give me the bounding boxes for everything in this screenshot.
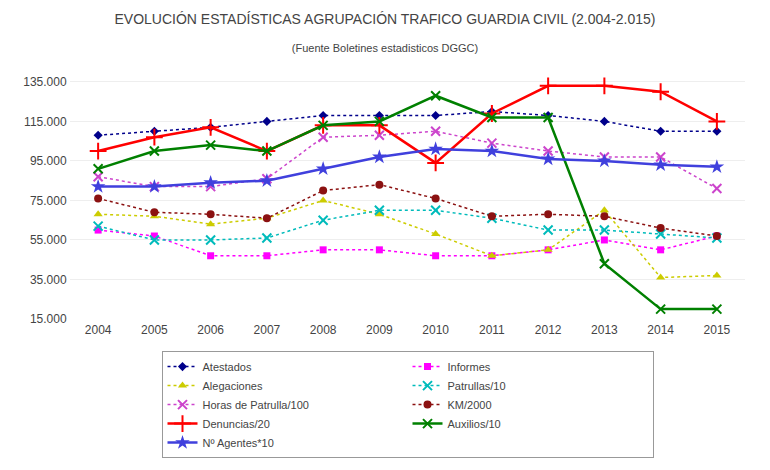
svg-text:Auxilios/10: Auxilios/10 xyxy=(448,418,501,430)
svg-text:75.000: 75.000 xyxy=(30,194,67,208)
svg-text:Patrullas/10: Patrullas/10 xyxy=(448,380,506,392)
svg-text:Atestados: Atestados xyxy=(203,361,252,373)
svg-text:2009: 2009 xyxy=(366,323,393,337)
svg-text:95.000: 95.000 xyxy=(30,154,67,168)
svg-text:2013: 2013 xyxy=(591,323,618,337)
svg-text:2008: 2008 xyxy=(310,323,337,337)
svg-text:2011: 2011 xyxy=(479,323,505,337)
svg-text:55.000: 55.000 xyxy=(30,233,67,247)
svg-text:(Fuente Boletines estadisticos: (Fuente Boletines estadisticos DGGC) xyxy=(292,42,478,54)
svg-text:2007: 2007 xyxy=(254,323,281,337)
svg-text:Nº Agentes*10: Nº Agentes*10 xyxy=(203,437,274,449)
svg-text:Alegaciones: Alegaciones xyxy=(203,380,263,392)
svg-text:2006: 2006 xyxy=(197,323,224,337)
svg-text:EVOLUCIÓN ESTADÍSTICAS AGRUPAC: EVOLUCIÓN ESTADÍSTICAS AGRUPACIÓN TRAFIC… xyxy=(115,11,656,27)
svg-text:115.000: 115.000 xyxy=(24,115,67,129)
svg-text:15.000: 15.000 xyxy=(30,312,67,326)
svg-text:2012: 2012 xyxy=(535,323,562,337)
svg-text:Denuncias/20: Denuncias/20 xyxy=(203,418,270,430)
svg-text:2004: 2004 xyxy=(85,323,112,337)
svg-text:2010: 2010 xyxy=(422,323,449,337)
svg-text:2015: 2015 xyxy=(704,323,731,337)
svg-text:Horas de Patrulla/100: Horas de Patrulla/100 xyxy=(203,399,309,411)
svg-text:2005: 2005 xyxy=(141,323,168,337)
svg-text:135.000: 135.000 xyxy=(23,75,67,89)
svg-text:KM/2000: KM/2000 xyxy=(448,399,492,411)
svg-text:2014: 2014 xyxy=(647,323,674,337)
svg-text:35.000: 35.000 xyxy=(30,273,67,287)
svg-text:Informes: Informes xyxy=(448,361,491,373)
